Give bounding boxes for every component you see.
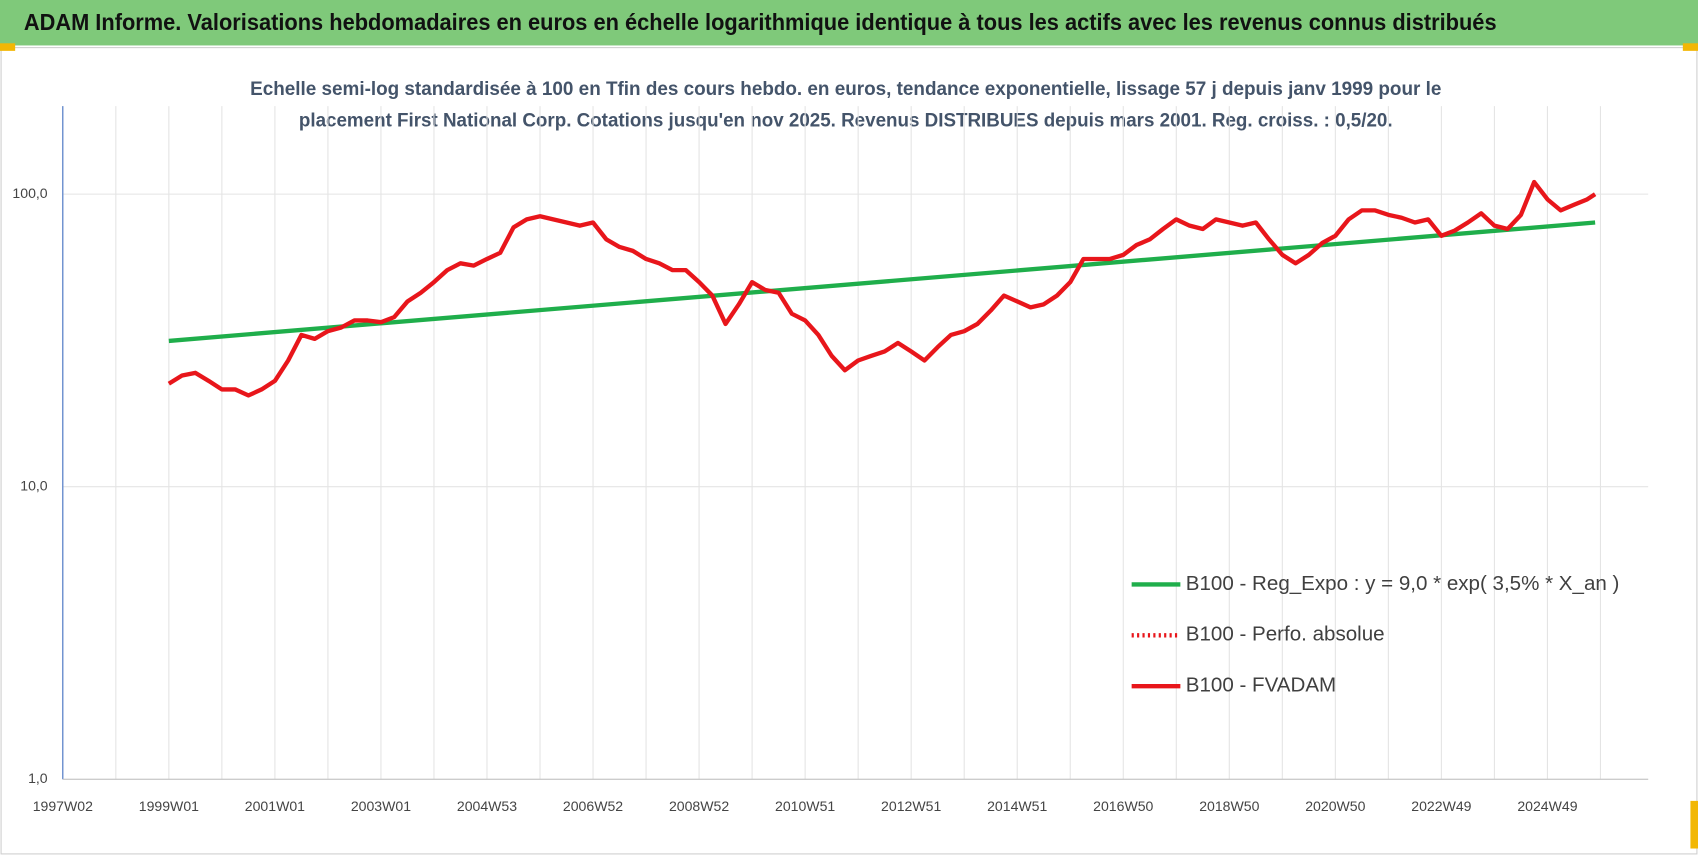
legend-label: B100 - Perfo. absolue (1186, 623, 1385, 646)
x-tick-label: 2003W01 (351, 798, 411, 814)
series-line (167, 179, 1597, 398)
grid: 1997W02 1999W01 2001W01 2003W01 2004W53 2006W… (12, 106, 1649, 814)
y-tick-label: 100,0 (12, 185, 47, 201)
y-tick-label: 10,0 (20, 477, 48, 493)
x-tick-label: 2018W50 (1199, 798, 1259, 814)
x-tick-label: 1997W02 (33, 798, 93, 814)
x-tick-label: 1999W01 (139, 798, 199, 814)
x-tick-label: 2012W51 (881, 798, 941, 814)
subtitle: Echelle semi-log standardisée à 100 en T… (250, 78, 1441, 100)
x-tick-label: 2001W01 (245, 798, 305, 814)
y-tick-label: 1,0 (28, 770, 48, 786)
header-title: ADAM Informe. Valorisations hebdomadaire… (24, 9, 1497, 35)
corner (0, 43, 16, 51)
x-tick-label: 2010W51 (775, 798, 835, 814)
x-tick-label: 2004W53 (457, 798, 517, 814)
x-tick-label: 2020W50 (1305, 798, 1365, 814)
legend-label: B100 - FVADAM (1186, 674, 1336, 697)
corner (1690, 800, 1698, 849)
legend-label: B100 - Reg_Expo : y = 9,0 * exp( 3,5% * … (1186, 572, 1620, 595)
corner (1682, 43, 1698, 51)
frame (0, 47, 1698, 855)
x-tick-label: 2022W49 (1411, 798, 1471, 814)
x-tick-label: 2024W49 (1517, 798, 1577, 814)
x-tick-label: 2006W52 (563, 798, 623, 814)
x-tick-label: 2016W50 (1093, 798, 1153, 814)
header-bar (0, 0, 1698, 46)
subtitle: placement First National Corp. Cotations… (299, 109, 1393, 131)
legend: B100 - Reg_Expo : y = 9,0 * exp( 3,5% * … (1131, 572, 1620, 697)
series-line (168, 220, 1596, 344)
plot (167, 179, 1597, 398)
x-tick-label: 2014W51 (987, 798, 1047, 814)
x-tick-label: 2008W52 (669, 798, 729, 814)
